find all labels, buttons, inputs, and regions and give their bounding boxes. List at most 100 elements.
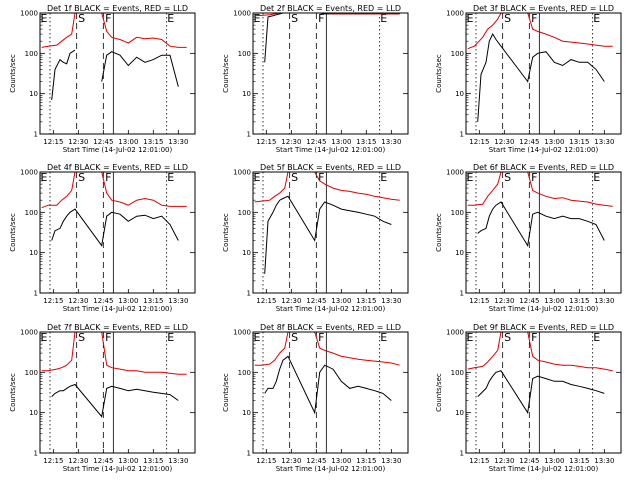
x-tick-label: 12:30 <box>68 457 88 465</box>
y-tick-label: 1000 <box>20 329 38 337</box>
events-series-line <box>477 201 605 248</box>
y-tick-label: 1 <box>247 450 251 458</box>
event-marker-label: E <box>593 331 600 344</box>
x-tick-label: 13:30 <box>168 297 188 305</box>
y-tick-label: 100 <box>451 50 464 58</box>
y-tick-label: 100 <box>25 209 38 217</box>
y-tick-label: 1 <box>247 290 251 298</box>
x-tick-label: 12:45 <box>306 297 326 305</box>
lld-series-line <box>254 172 400 203</box>
x-axis-label: Start Time (14-Jul-02 12:01:00) <box>63 146 173 154</box>
event-marker-label: E <box>467 12 474 25</box>
x-tick-label: 12:15 <box>43 297 63 305</box>
event-marker-label: E <box>254 12 261 25</box>
plot-frame <box>465 12 622 135</box>
event-marker-lines <box>475 13 594 134</box>
lld-series-line <box>41 13 187 48</box>
lld-series-line <box>41 332 187 375</box>
event-marker-label: E <box>41 171 48 184</box>
y-tick-label: 100 <box>25 50 38 58</box>
y-tick-label: 10 <box>29 409 38 417</box>
y-tick-label: 1000 <box>446 10 464 18</box>
y-tick-label: 100 <box>238 369 251 377</box>
chart-title: Det 4f BLACK = Events, RED = LLD <box>47 163 188 172</box>
event-marker-lines <box>49 332 168 453</box>
plot-frame <box>252 331 409 454</box>
plot-frame <box>39 12 196 135</box>
plot-frame <box>39 171 196 294</box>
x-tick-label: 12:15 <box>256 297 276 305</box>
event-marker-label: S <box>291 331 298 344</box>
y-tick-label: 1000 <box>20 10 38 18</box>
y-axis-label: Counts/sec <box>9 213 17 252</box>
y-tick-label: 100 <box>451 209 464 217</box>
event-marker-label: S <box>78 171 85 184</box>
x-tick-label: 13:00 <box>544 138 564 146</box>
x-tick-label: 12:45 <box>519 457 539 465</box>
event-marker-label: E <box>380 12 387 25</box>
x-tick-label: 12:30 <box>68 297 88 305</box>
x-tick-label: 13:00 <box>544 297 564 305</box>
x-tick-label: 12:30 <box>281 138 301 146</box>
x-tick-label: 13:15 <box>143 138 163 146</box>
x-tick-label: 13:00 <box>331 457 351 465</box>
plot-frame <box>39 331 196 454</box>
x-tick-label: 12:15 <box>469 457 489 465</box>
plot-frame <box>465 331 622 454</box>
x-axis-label: Start Time (14-Jul-02 12:01:00) <box>489 146 599 154</box>
event-marker-label: F <box>531 331 537 344</box>
chart-title: Det 7f BLACK = Events, RED = LLD <box>47 323 188 332</box>
event-marker-lines <box>475 332 594 453</box>
chart-title: Det 5f BLACK = Events, RED = LLD <box>260 163 401 172</box>
x-tick-label: 13:30 <box>381 297 401 305</box>
y-tick-label: 1000 <box>233 169 251 177</box>
event-marker-label: E <box>593 12 600 25</box>
x-tick-label: 13:00 <box>118 297 138 305</box>
y-axis-label: Counts/sec <box>435 54 443 93</box>
event-marker-label: F <box>531 12 537 25</box>
x-axis-label: Start Time (14-Jul-02 12:01:00) <box>276 146 386 154</box>
event-marker-label: E <box>41 331 48 344</box>
x-axis-label: Start Time (14-Jul-02 12:01:00) <box>489 465 599 473</box>
y-tick-label: 10 <box>242 90 251 98</box>
x-tick-label: 13:30 <box>594 457 614 465</box>
event-marker-label: E <box>380 171 387 184</box>
event-marker-label: S <box>504 12 511 25</box>
y-tick-label: 10 <box>29 249 38 257</box>
x-tick-label: 12:45 <box>93 457 113 465</box>
event-marker-label: E <box>167 171 174 184</box>
x-tick-label: 12:30 <box>494 138 514 146</box>
y-tick-label: 100 <box>238 50 251 58</box>
x-tick-label: 13:30 <box>381 457 401 465</box>
y-tick-label: 10 <box>455 409 464 417</box>
x-tick-label: 13:00 <box>118 457 138 465</box>
y-tick-label: 1000 <box>446 329 464 337</box>
events-series-line <box>264 195 392 274</box>
event-marker-label: S <box>291 171 298 184</box>
x-tick-label: 13:15 <box>143 457 163 465</box>
y-tick-label: 100 <box>451 369 464 377</box>
x-tick-label: 12:45 <box>519 138 539 146</box>
x-tick-label: 12:15 <box>43 138 63 146</box>
plot-frame <box>465 171 622 294</box>
chart-title: Det 9f BLACK = Events, RED = LLD <box>473 323 614 332</box>
x-tick-label: 13:30 <box>594 297 614 305</box>
events-series-line <box>51 383 179 418</box>
events-series-line <box>477 33 605 122</box>
chart-title: Det 8f BLACK = Events, RED = LLD <box>260 323 401 332</box>
y-tick-label: 100 <box>25 369 38 377</box>
chart-title: Det 3f BLACK = Events, RED = LLD <box>473 4 614 13</box>
y-tick-label: 1 <box>460 131 464 139</box>
x-tick-label: 12:15 <box>469 297 489 305</box>
y-tick-label: 10 <box>242 249 251 257</box>
lld-series-line <box>467 172 613 207</box>
event-marker-label: S <box>504 171 511 184</box>
